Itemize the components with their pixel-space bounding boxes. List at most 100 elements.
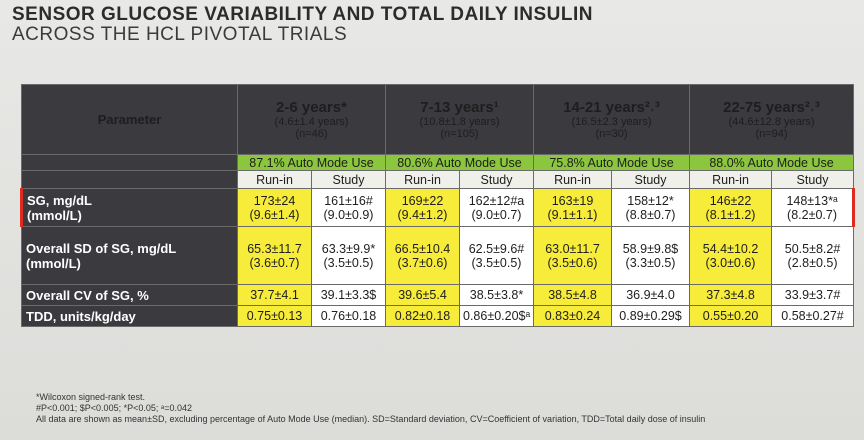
slide-title: SENSOR GLUCOSE VARIABILITY AND TOTAL DAI… (12, 4, 593, 25)
group-age: 7-13 years¹ (420, 99, 499, 116)
value-mgdl: 146±22 (709, 193, 752, 208)
row-label-tdd: TDD, units/kg/day (21, 305, 238, 327)
value-cell: 0.86±0.20$ᵃ (459, 305, 534, 327)
value-mgdl: 163±19 (551, 193, 594, 208)
value-mgdl: 66.5±10.4 (394, 241, 451, 256)
row-cv: Overall CV of SG, % 37.7±4.1 39.1±3.3$ 3… (21, 284, 855, 306)
row-label-sd: Overall SD of SG, mg/dL (mmol/L) (21, 226, 238, 285)
group-header-22-75: 22-75 years²˒³ (44.6±12.8 years) (n=94) (689, 84, 855, 155)
value-mmol: (3.7±0.6) (397, 255, 448, 270)
value-cell: 169±22 (9.4±1.2) (385, 188, 460, 227)
group-header-row: Parameter 2-6 years* (4.6±1.4 years) (n=… (21, 84, 855, 155)
results-table: Parameter 2-6 years* (4.6±1.4 years) (n=… (20, 84, 856, 327)
value-cell: 0.82±0.18 (385, 305, 460, 327)
phase-study: Study (311, 170, 386, 189)
footnote-test: *Wilcoxon signed-rank test. (36, 392, 146, 402)
auto-mode-row: 87.1% Auto Mode Use 80.6% Auto Mode Use … (21, 154, 855, 171)
group-n: (n=94) (755, 128, 788, 140)
value-cell: 50.5±8.2# (2.8±0.5) (771, 226, 855, 285)
group-mean-age: (16.5±2.3 years) (571, 116, 652, 128)
row-tdd: TDD, units/kg/day 0.75±0.13 0.76±0.18 0.… (21, 305, 855, 327)
value-cell: 63.0±11.7 (3.5±0.6) (533, 226, 612, 285)
value-cell: 158±12* (8.8±0.7) (610, 188, 691, 227)
value-cell: 37.7±4.1 (237, 284, 312, 306)
group-age: 22-75 years²˒³ (723, 99, 820, 116)
value-mmol: (9.0±0.7) (471, 207, 522, 222)
footnote-pvalues: #P<0.001; $P<0.005; *P<0.05; ᵃ=0.042 (36, 403, 192, 413)
value-mmol: (9.4±1.2) (397, 207, 448, 222)
phase-row: Run-in Study Run-in Study Run-in Study R… (21, 170, 855, 189)
blank-cell (21, 170, 238, 189)
value-mgdl: 50.5±8.2# (784, 241, 841, 256)
value-mgdl: 148±13*ᵃ (786, 193, 838, 208)
value-cell: 0.76±0.18 (311, 305, 386, 327)
value-cell: 66.5±10.4 (3.7±0.6) (385, 226, 460, 285)
row-label-sg: SG, mg/dL (mmol/L) (20, 188, 238, 227)
parameter-header: Parameter (21, 84, 238, 155)
value-mmol: (9.6±1.4) (249, 207, 300, 222)
value-mmol: (3.6±0.7) (249, 255, 300, 270)
group-n: (n=105) (440, 128, 479, 140)
footnote-definitions: All data are shown as mean±SD, excluding… (36, 414, 706, 424)
group-mean-age: (10.8±1.8 years) (419, 116, 500, 128)
label-line: SG, mg/dL (27, 192, 92, 208)
value-mmol: (3.0±0.6) (705, 255, 756, 270)
value-cell: 162±12#a (9.0±0.7) (459, 188, 534, 227)
label-line: Overall SD of SG, mg/dL (26, 240, 177, 256)
value-cell: 0.55±0.20 (689, 305, 773, 327)
phase-runin: Run-in (533, 170, 612, 189)
value-cell: 161±16# (9.0±0.9) (311, 188, 386, 227)
value-cell: 38.5±3.8* (459, 284, 534, 306)
label-line: (mmol/L) (26, 255, 81, 271)
value-mmol: (2.8±0.5) (787, 255, 838, 270)
value-mmol: (3.5±0.5) (323, 255, 374, 270)
value-mmol: (3.5±0.5) (471, 255, 522, 270)
value-cell: 38.5±4.8 (533, 284, 612, 306)
value-mgdl: 65.3±11.7 (247, 241, 302, 256)
value-cell: 36.9±4.0 (610, 284, 691, 306)
blank-cell (21, 154, 238, 171)
value-mmol: (3.5±0.6) (547, 255, 598, 270)
value-cell: 0.75±0.13 (237, 305, 312, 327)
auto-mode-use: 75.8% Auto Mode Use (532, 154, 691, 171)
group-mean-age: (44.6±12.8 years) (728, 116, 815, 128)
auto-mode-use: 80.6% Auto Mode Use (385, 154, 534, 171)
group-mean-age: (4.6±1.4 years) (274, 116, 349, 128)
value-cell: 173±24 (9.6±1.4) (237, 188, 312, 227)
group-n: (n=30) (595, 128, 628, 140)
label-line: (mmol/L) (27, 207, 82, 223)
value-mgdl: 54.4±10.2 (702, 241, 759, 256)
value-mmol: (8.2±0.7) (787, 207, 837, 222)
group-n: (n=46) (295, 128, 328, 140)
phase-runin: Run-in (385, 170, 460, 189)
value-mgdl: 173±24 (253, 193, 296, 208)
group-header-14-21: 14-21 years²˒³ (16.5±2.3 years) (n=30) (532, 84, 691, 155)
row-sg: SG, mg/dL (mmol/L) 173±24 (9.6±1.4) 161±1… (20, 188, 856, 227)
row-sd: Overall SD of SG, mg/dL (mmol/L) 65.3±11… (21, 226, 855, 285)
value-mgdl: 58.9±9.8$ (622, 241, 679, 256)
value-cell: 65.3±11.7 (3.6±0.7) (237, 226, 312, 285)
value-mmol: (8.8±0.7) (625, 207, 676, 222)
auto-mode-use: 88.0% Auto Mode Use (689, 154, 855, 171)
value-mgdl: 63.0±11.7 (545, 241, 600, 256)
group-header-7-13: 7-13 years¹ (10.8±1.8 years) (n=105) (385, 84, 534, 155)
group-age: 2-6 years* (276, 99, 347, 116)
value-cell: 163±19 (9.1±1.1) (533, 188, 612, 227)
value-mgdl: 158±12* (627, 193, 674, 208)
value-mmol: (9.0±0.9) (323, 207, 374, 222)
value-cell: 33.9±3.7# (771, 284, 855, 306)
value-cell: 148±13*ᵃ (8.2±0.7) (771, 188, 856, 227)
phase-runin: Run-in (689, 170, 773, 189)
group-age: 14-21 years²˒³ (563, 99, 660, 116)
slide-subtitle: ACROSS THE HCL PIVOTAL TRIALS (12, 24, 348, 45)
value-cell: 0.58±0.27# (771, 305, 855, 327)
value-cell: 54.4±10.2 (3.0±0.6) (689, 226, 773, 285)
row-label-cv: Overall CV of SG, % (21, 284, 238, 306)
value-mgdl: 162±12#a (468, 193, 525, 208)
auto-mode-use: 87.1% Auto Mode Use (237, 154, 386, 171)
value-mgdl: 161±16# (324, 193, 373, 208)
phase-study: Study (771, 170, 855, 189)
value-cell: 37.3±4.8 (689, 284, 773, 306)
value-cell: 63.3±9.9* (3.5±0.5) (311, 226, 386, 285)
